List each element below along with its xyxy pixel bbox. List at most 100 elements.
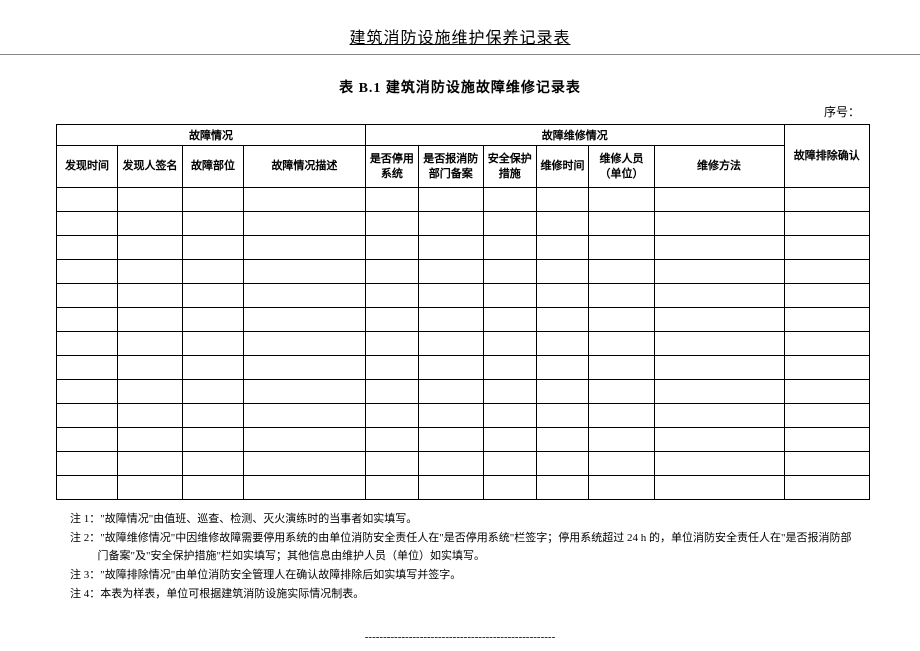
table-cell: [117, 428, 182, 452]
table-cell: [418, 476, 483, 500]
table-cell: [365, 188, 418, 212]
table-cell: [183, 212, 244, 236]
table-cell: [365, 380, 418, 404]
table-cell: [57, 284, 118, 308]
table-row: [57, 236, 870, 260]
col-discover-time: 发现时间: [57, 146, 118, 188]
table-cell: [57, 404, 118, 428]
table-cell: [536, 284, 589, 308]
table-title: 表 B.1 建筑消防设施故障维修记录表: [0, 77, 920, 97]
table-cell: [589, 188, 654, 212]
table-cell: [365, 284, 418, 308]
table-cell: [784, 188, 869, 212]
table-cell: [418, 308, 483, 332]
table-row: [57, 404, 870, 428]
table-row: [57, 308, 870, 332]
table-cell: [589, 212, 654, 236]
header-columns-row: 发现时间 发现人签名 故障部位 故障情况描述 是否停用系统 是否报消防部门备案 …: [57, 146, 870, 188]
table-cell: [117, 308, 182, 332]
table-cell: [483, 188, 536, 212]
table-cell: [117, 404, 182, 428]
table-cell: [483, 308, 536, 332]
table-cell: [365, 308, 418, 332]
table-cell: [183, 452, 244, 476]
table-cell: [117, 332, 182, 356]
group-fault: 故障情况: [57, 125, 366, 146]
table-cell: [183, 260, 244, 284]
table-cell: [365, 452, 418, 476]
table-cell: [365, 476, 418, 500]
table-cell: [483, 380, 536, 404]
table-cell: [654, 308, 784, 332]
table-cell: [117, 356, 182, 380]
table-cell: [536, 356, 589, 380]
table-cell: [536, 236, 589, 260]
table-cell: [57, 452, 118, 476]
table-cell: [418, 212, 483, 236]
table-row: [57, 284, 870, 308]
table-cell: [418, 260, 483, 284]
table-cell: [536, 452, 589, 476]
table-cell: [365, 260, 418, 284]
table-cell: [654, 188, 784, 212]
table-cell: [589, 404, 654, 428]
table-cell: [536, 332, 589, 356]
table-cell: [536, 404, 589, 428]
table-cell: [418, 380, 483, 404]
serial-label: 序号：: [0, 103, 920, 120]
header-group-row: 故障情况 故障维修情况 故障排除确认: [57, 125, 870, 146]
table-cell: [483, 332, 536, 356]
table-cell: [418, 284, 483, 308]
table-cell: [589, 308, 654, 332]
table-cell: [57, 188, 118, 212]
table-cell: [365, 332, 418, 356]
table-cell: [654, 428, 784, 452]
table-cell: [243, 380, 365, 404]
table-cell: [365, 356, 418, 380]
table-cell: [243, 476, 365, 500]
table-cell: [183, 380, 244, 404]
col-repair-person: 维修人员（单位）: [589, 146, 654, 188]
table-cell: [418, 236, 483, 260]
table-cell: [483, 452, 536, 476]
table-cell: [589, 284, 654, 308]
note-2: 注 2："故障维修情况"中因维修故障需要停用系统的由单位消防安全责任人在"是否停…: [70, 529, 862, 566]
table-cell: [243, 452, 365, 476]
table-cell: [183, 428, 244, 452]
table-cell: [243, 332, 365, 356]
notes-section: 注 1："故障情况"由值班、巡查、检测、灭火演练时的当事者如实填写。 注 2："…: [0, 500, 920, 603]
col-safety: 安全保护措施: [483, 146, 536, 188]
table-cell: [784, 260, 869, 284]
table-cell: [483, 428, 536, 452]
table-cell: [654, 476, 784, 500]
table-cell: [483, 356, 536, 380]
table-cell: [183, 308, 244, 332]
table-cell: [654, 452, 784, 476]
table-cell: [483, 476, 536, 500]
table-cell: [784, 356, 869, 380]
table-cell: [784, 236, 869, 260]
table-cell: [536, 308, 589, 332]
table-cell: [183, 236, 244, 260]
col-confirm: 故障排除确认: [784, 125, 869, 188]
table-row: [57, 212, 870, 236]
table-cell: [117, 260, 182, 284]
table-cell: [483, 212, 536, 236]
table-cell: [365, 236, 418, 260]
table-cell: [183, 188, 244, 212]
table-cell: [243, 428, 365, 452]
col-fault-desc: 故障情况描述: [243, 146, 365, 188]
table-cell: [536, 188, 589, 212]
col-report-fire: 是否报消防部门备案: [418, 146, 483, 188]
table-cell: [243, 236, 365, 260]
table-cell: [536, 476, 589, 500]
table-row: [57, 428, 870, 452]
table-row: [57, 380, 870, 404]
table-cell: [483, 404, 536, 428]
table-cell: [418, 452, 483, 476]
table-cell: [784, 452, 869, 476]
table-cell: [654, 260, 784, 284]
table-cell: [654, 212, 784, 236]
table-cell: [183, 356, 244, 380]
table-cell: [589, 260, 654, 284]
